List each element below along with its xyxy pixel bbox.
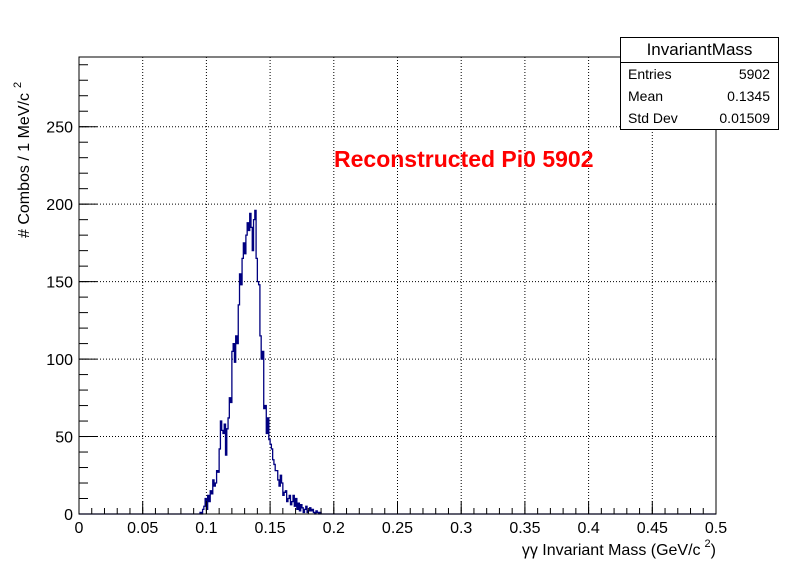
histogram-series [79,209,716,515]
x-tick-label: 0.05 [127,520,158,537]
tick-labels: 0 0.05 0.1 0.15 0.2 0.25 0.3 0.35 0.4 0.45 0.5 0 50 1… [46,120,727,537]
y-axis-title-main: # Combos / 1 MeV/c [16,93,33,238]
stats-row-mean: Mean 0.1345 [621,85,778,107]
x-tick-label: 0.4 [577,520,599,537]
x-tick-label: 0.25 [382,520,413,537]
stats-title: InvariantMass [621,38,778,63]
stats-mean-label: Mean [628,88,664,104]
x-tick-label: 0.45 [637,520,668,537]
histogram-line [79,209,716,515]
stats-stddev-label: Std Dev [628,110,678,126]
x-axis-title-main: γγ Invariant Mass (GeV/c [522,542,701,559]
y-tick-label: 100 [46,352,73,369]
y-tick-label: 50 [55,430,73,447]
stats-row-entries: Entries 5902 [621,63,778,85]
x-tick-label: 0.3 [450,520,472,537]
x-tick-label: 0.5 [705,520,727,537]
stats-stddev-value: 0.01509 [719,110,770,126]
x-tick-label: 0.1 [195,520,217,537]
x-axis-title: γγ Invariant Mass (GeV/c 2) [522,538,716,559]
axis-ticks [78,64,717,515]
x-tick-label: 0 [75,520,84,537]
y-tick-label: 0 [64,507,73,524]
stats-entries-value: 5902 [738,66,770,82]
stats-row-stddev: Std Dev 0.01509 [621,107,778,129]
x-axis-title-close: ) [711,542,716,559]
x-tick-label: 0.15 [255,520,286,537]
y-axis-title: # Combos / 1 MeV/c 2 [12,82,33,238]
x-tick-label: 0.2 [323,520,345,537]
y-axis-title-superscript: 2 [12,82,24,88]
x-axis-title-superscript: 2 [705,538,711,550]
stats-box: InvariantMass Entries 5902 Mean 0.1345 S… [620,37,779,130]
y-tick-label: 250 [46,120,73,137]
grid-lines [79,57,716,514]
stats-entries-label: Entries [628,66,672,82]
stats-mean-value: 0.1345 [727,88,770,104]
x-tick-label: 0.35 [509,520,540,537]
annotation-text: Reconstructed Pi0 5902 [334,146,594,172]
y-tick-label: 200 [46,197,73,214]
y-tick-label: 150 [46,275,73,292]
